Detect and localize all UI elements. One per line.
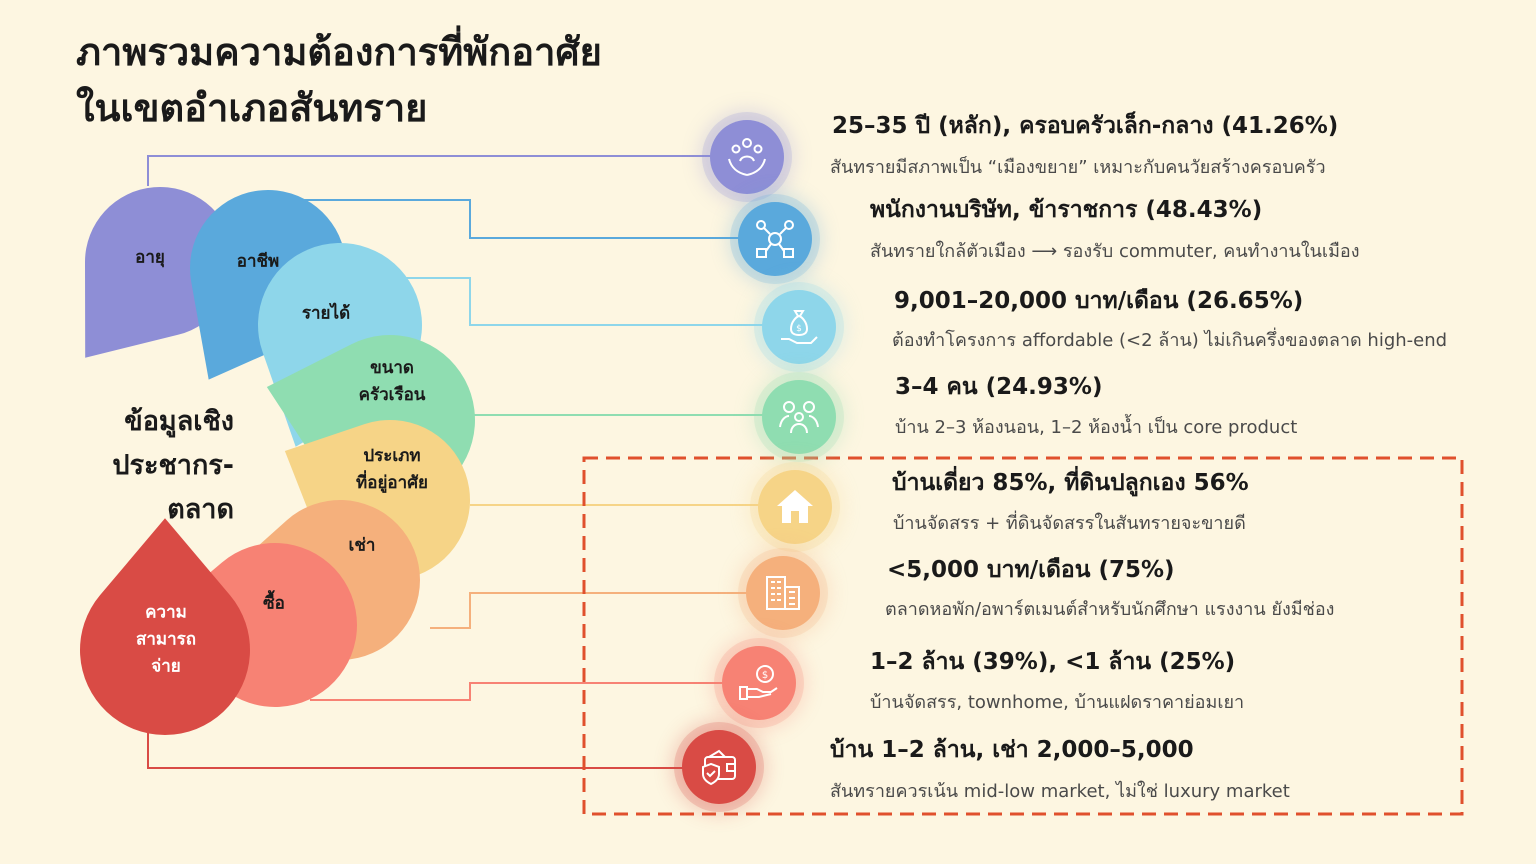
icon-circle-affordability xyxy=(682,730,756,804)
icon-circle-income: $ xyxy=(762,290,836,364)
petal-label-household-size: ขนาด ครัวเรือน xyxy=(358,358,426,405)
item-rent-headline: <5,000 บาท/เดือน (75%) xyxy=(887,557,1175,583)
item-buy-detail: บ้านจัดสรร, townhome, บ้านแฝดราคาย่อมเยา xyxy=(870,692,1245,713)
item-affordability-headline: บ้าน 1–2 ล้าน, เช่า 2,000–5,000 xyxy=(830,737,1194,763)
item-household-detail: บ้าน 2–3 ห้องนอน, 1–2 ห้องน้ำ เป็น core … xyxy=(895,417,1298,438)
connector-buy xyxy=(310,682,759,701)
item-buy-headline: 1–2 ล้าน (39%), <1 ล้าน (25%) xyxy=(870,649,1236,675)
item-age-headline: 25–35 ปี (หลัก), ครอบครัวเล็ก-กลาง (41.2… xyxy=(832,113,1339,139)
center-line-1: ข้อมูลเชิง xyxy=(124,406,234,437)
wallet-shield-icon xyxy=(702,749,736,786)
connector-lines xyxy=(147,155,799,769)
connector-rent xyxy=(430,592,783,629)
icon-circle-household xyxy=(762,380,836,454)
item-occupation-detail: สันทรายใกล้ตัวเมือง ⟶ รองรับ commuter, ค… xyxy=(870,241,1360,262)
item-household-headline: 3–4 คน (24.93%) xyxy=(895,374,1103,400)
petal-affordability xyxy=(80,518,250,735)
item-occupation-headline: พนักงานบริษัท, ข้าราชการ (48.43%) xyxy=(870,197,1263,223)
center-label: ข้อมูลเชิง ประชากร- ตลาด xyxy=(92,400,234,532)
petal-label-rent: เช่า xyxy=(348,535,376,556)
page-title: ภาพรวมความต้องการที่พักอาศัย ในเขตอำเภอส… xyxy=(76,24,602,136)
icon-circle-housing-type xyxy=(758,470,832,544)
title-line-2: ในเขตอำเภอสันทราย xyxy=(76,86,428,130)
house-icon xyxy=(777,490,813,523)
item-housing-type-headline: บ้านเดี่ยว 85%, ที่ดินปลูกเอง 56% xyxy=(892,470,1249,496)
petal-label-income: รายได้ xyxy=(301,303,351,324)
petal-label-housing-type: ประเภท ที่อยู่อาศัย xyxy=(356,446,428,493)
petal-label-buy: ซื้อ xyxy=(263,593,285,614)
icon-circle-occupation xyxy=(738,202,812,276)
petal-label-age: อายุ xyxy=(135,247,165,268)
item-income-headline: 9,001–20,000 บาท/เดือน (26.65%) xyxy=(894,288,1304,314)
center-line-2: ประชากร- xyxy=(112,450,234,481)
apartment-building-icon xyxy=(766,576,800,610)
title-line-1: ภาพรวมความต้องการที่พักอาศัย xyxy=(76,30,602,74)
svg-text:$: $ xyxy=(762,670,768,681)
petal-shapes xyxy=(80,187,476,735)
icon-circle-age xyxy=(710,120,784,194)
item-affordability-detail: สันทรายควรเน้น mid-low market, ไม่ใช่ lu… xyxy=(830,781,1290,802)
family-group-icon xyxy=(779,401,819,434)
highlight-box xyxy=(582,456,1464,816)
center-line-3: ตลาด xyxy=(167,494,234,525)
family-care-icon xyxy=(728,138,766,176)
connector-occupation xyxy=(280,199,775,239)
coin-hand-icon: $ xyxy=(739,665,778,700)
item-income-detail: ต้องทำโครงการ affordable (<2 ล้าน) ไม่เก… xyxy=(892,330,1448,351)
svg-text:$: $ xyxy=(796,324,802,334)
team-network-icon xyxy=(756,220,794,258)
icon-circle-rent xyxy=(746,556,820,630)
petal-label-affordability: ความ สามารถ จ่าย xyxy=(135,602,197,677)
money-bag-hand-icon: $ xyxy=(781,310,818,344)
item-housing-type-detail: บ้านจัดสรร + ที่ดินจัดสรรในสันทรายจะขายด… xyxy=(893,513,1246,534)
item-age-detail: สันทรายมีสภาพเป็น “เมืองขยาย” เหมาะกับคน… xyxy=(830,157,1326,178)
connector-income xyxy=(400,277,799,326)
item-rent-detail: ตลาดหอพัก/อพาร์ตเมนต์สำหรับนักศึกษา แรงง… xyxy=(885,599,1335,620)
connector-age xyxy=(147,155,747,186)
connector-affordability xyxy=(147,730,719,769)
petal-label-occupation: อาชีพ xyxy=(236,251,280,272)
icon-circle-buy: $ xyxy=(722,646,796,720)
